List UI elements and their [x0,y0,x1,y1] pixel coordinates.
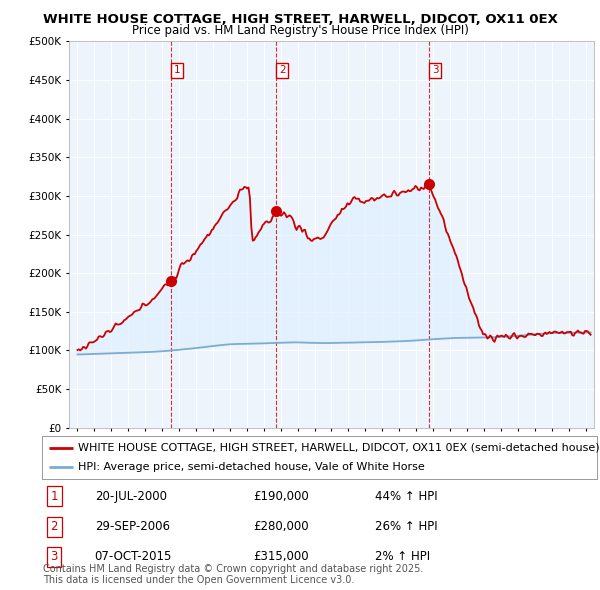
Text: 2% ↑ HPI: 2% ↑ HPI [375,550,430,563]
Text: 2: 2 [279,65,286,76]
Text: £190,000: £190,000 [253,490,308,503]
Text: Contains HM Land Registry data © Crown copyright and database right 2025.
This d: Contains HM Land Registry data © Crown c… [43,563,424,585]
Text: WHITE HOUSE COTTAGE, HIGH STREET, HARWELL, DIDCOT, OX11 0EX: WHITE HOUSE COTTAGE, HIGH STREET, HARWEL… [43,13,557,26]
Text: £315,000: £315,000 [253,550,308,563]
Text: 1: 1 [50,490,58,503]
Text: HPI: Average price, semi-detached house, Vale of White Horse: HPI: Average price, semi-detached house,… [78,463,425,473]
Text: 3: 3 [432,65,439,76]
Text: 2: 2 [50,520,58,533]
Text: Price paid vs. HM Land Registry's House Price Index (HPI): Price paid vs. HM Land Registry's House … [131,24,469,37]
Text: 07-OCT-2015: 07-OCT-2015 [95,550,172,563]
Text: 3: 3 [50,550,58,563]
Text: 26% ↑ HPI: 26% ↑ HPI [375,520,437,533]
Text: WHITE HOUSE COTTAGE, HIGH STREET, HARWELL, DIDCOT, OX11 0EX (semi-detached house: WHITE HOUSE COTTAGE, HIGH STREET, HARWEL… [78,442,600,453]
Text: 29-SEP-2006: 29-SEP-2006 [95,520,170,533]
Text: 1: 1 [174,65,181,76]
Text: 44% ↑ HPI: 44% ↑ HPI [375,490,437,503]
Text: £280,000: £280,000 [253,520,308,533]
Text: 20-JUL-2000: 20-JUL-2000 [95,490,167,503]
